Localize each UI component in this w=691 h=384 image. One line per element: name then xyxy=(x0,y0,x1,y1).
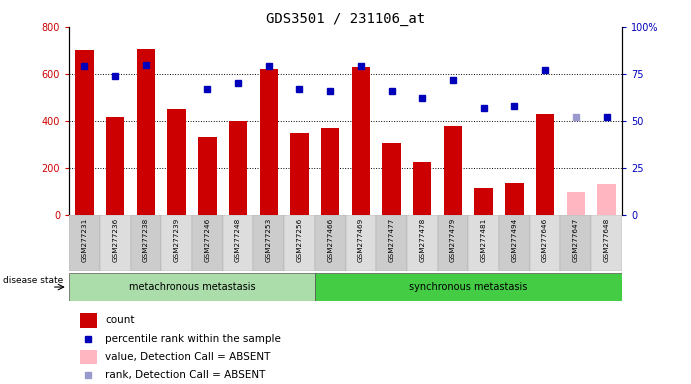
Bar xyxy=(75,50,94,215)
Text: GSM277246: GSM277246 xyxy=(205,217,210,262)
Text: GSM277481: GSM277481 xyxy=(481,217,486,262)
Bar xyxy=(499,215,530,271)
Bar xyxy=(80,313,97,328)
Bar xyxy=(567,192,585,215)
Text: value, Detection Call = ABSENT: value, Detection Call = ABSENT xyxy=(105,352,270,362)
Bar xyxy=(376,215,407,271)
Bar xyxy=(161,215,192,271)
Text: GSM277494: GSM277494 xyxy=(511,217,518,262)
Text: GSM277478: GSM277478 xyxy=(419,217,425,262)
Text: GSM277646: GSM277646 xyxy=(542,217,548,262)
Bar xyxy=(137,49,155,215)
Text: GSM277231: GSM277231 xyxy=(82,217,88,262)
Bar xyxy=(413,162,431,215)
Text: GSM277479: GSM277479 xyxy=(450,217,456,262)
Bar xyxy=(536,114,554,215)
Bar xyxy=(198,137,216,215)
Text: GSM277477: GSM277477 xyxy=(388,217,395,262)
Bar xyxy=(591,215,622,271)
Bar xyxy=(260,69,278,215)
Bar xyxy=(167,109,186,215)
Title: GDS3501 / 231106_at: GDS3501 / 231106_at xyxy=(266,12,425,26)
Text: GSM277469: GSM277469 xyxy=(358,217,364,262)
Bar xyxy=(475,188,493,215)
Bar xyxy=(69,215,100,271)
Text: GSM277647: GSM277647 xyxy=(573,217,579,262)
Text: GSM277236: GSM277236 xyxy=(112,217,118,262)
Bar xyxy=(315,273,622,301)
Text: metachronous metastasis: metachronous metastasis xyxy=(129,282,255,292)
Bar xyxy=(468,215,499,271)
Text: GSM277648: GSM277648 xyxy=(603,217,609,262)
Bar xyxy=(505,183,524,215)
Text: count: count xyxy=(105,315,135,325)
Bar xyxy=(290,133,309,215)
Bar xyxy=(597,184,616,215)
Bar xyxy=(346,215,376,271)
Text: GSM277466: GSM277466 xyxy=(327,217,333,262)
Bar xyxy=(69,273,315,301)
Bar xyxy=(321,128,339,215)
Bar xyxy=(254,215,284,271)
Bar xyxy=(530,215,560,271)
Bar xyxy=(560,215,591,271)
Text: GSM277256: GSM277256 xyxy=(296,217,303,262)
Bar xyxy=(106,118,124,215)
Text: GSM277239: GSM277239 xyxy=(173,217,180,262)
Bar xyxy=(407,215,437,271)
Bar xyxy=(352,67,370,215)
Bar xyxy=(131,215,161,271)
Bar xyxy=(229,121,247,215)
Bar xyxy=(382,143,401,215)
Text: GSM277253: GSM277253 xyxy=(266,217,272,262)
Text: GSM277238: GSM277238 xyxy=(143,217,149,262)
Bar xyxy=(284,215,315,271)
Text: GSM277248: GSM277248 xyxy=(235,217,241,262)
Bar xyxy=(315,215,346,271)
Bar xyxy=(437,215,468,271)
Text: rank, Detection Call = ABSENT: rank, Detection Call = ABSENT xyxy=(105,370,265,380)
Bar xyxy=(80,349,97,364)
Bar xyxy=(444,126,462,215)
Text: percentile rank within the sample: percentile rank within the sample xyxy=(105,334,281,344)
Text: disease state: disease state xyxy=(3,276,64,285)
Bar xyxy=(223,215,254,271)
Bar xyxy=(100,215,131,271)
Bar xyxy=(192,215,223,271)
Text: synchronous metastasis: synchronous metastasis xyxy=(409,282,527,292)
